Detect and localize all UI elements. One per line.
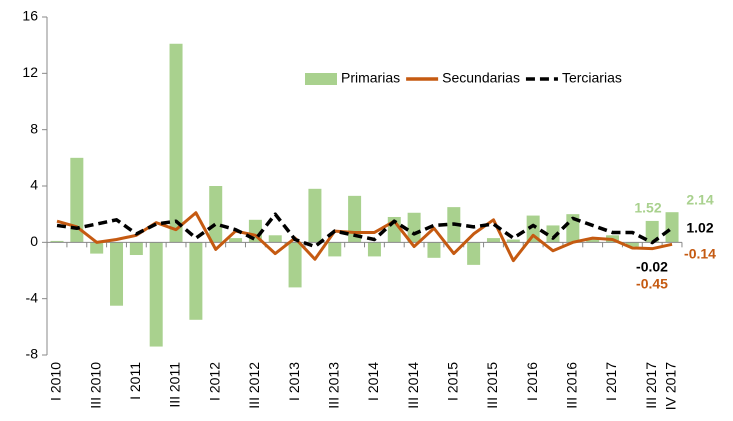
x-tick-label: III 2011 <box>167 362 183 408</box>
bar <box>70 157 84 243</box>
bar <box>110 242 124 306</box>
y-tick-label: -4 <box>26 289 39 305</box>
value-label: 1.52 <box>634 200 661 216</box>
legend-label: Terciarias <box>562 70 622 86</box>
bar <box>149 242 163 347</box>
bar <box>407 212 421 243</box>
x-tick-label: I 2011 <box>127 362 143 400</box>
bar <box>229 238 243 243</box>
value-label: -0.02 <box>636 259 668 275</box>
x-tick-label: III 2013 <box>325 362 341 409</box>
x-tick-label: III 2015 <box>484 362 500 409</box>
bar <box>586 238 600 243</box>
x-tick-label: I 2013 <box>286 362 302 401</box>
bar <box>486 238 500 243</box>
x-tick-label: I 2012 <box>206 362 222 401</box>
bar <box>467 242 481 265</box>
bar <box>268 235 282 243</box>
bar <box>665 212 679 243</box>
x-tick-label: III 2012 <box>246 362 262 409</box>
bar <box>546 225 560 243</box>
x-tick-label: I 2017 <box>603 362 619 401</box>
bar <box>526 215 540 243</box>
y-tick-label: -8 <box>26 346 39 362</box>
bar <box>308 188 322 243</box>
value-label: 2.14 <box>686 192 713 208</box>
y-tick-label: 8 <box>30 120 38 136</box>
x-tick-label: I 2015 <box>445 362 461 401</box>
bar <box>625 242 639 247</box>
y-tick-label: 12 <box>22 64 38 80</box>
bar <box>169 43 183 243</box>
bar <box>348 195 362 243</box>
bar <box>189 242 203 320</box>
y-tick-label: 4 <box>30 177 38 193</box>
y-tick-label: 16 <box>22 8 38 24</box>
x-tick-label: I 2010 <box>48 362 64 401</box>
bar <box>645 220 659 243</box>
legend-label: Primarias <box>341 70 400 86</box>
x-tick-label: III 2016 <box>564 362 580 409</box>
bar <box>209 186 223 243</box>
value-label: -0.14 <box>684 246 716 262</box>
x-tick-label: III 2014 <box>405 362 421 409</box>
bar <box>506 239 520 243</box>
bar <box>367 242 381 257</box>
legend-swatch <box>305 73 337 85</box>
bar <box>427 242 441 258</box>
x-tick-label: III 2010 <box>87 362 103 409</box>
bar <box>90 242 104 254</box>
bar <box>129 242 143 256</box>
x-tick-label: IV 2017 <box>663 362 679 410</box>
legend-label: Secundarias <box>442 70 520 86</box>
bar <box>50 240 64 243</box>
bar <box>288 242 302 288</box>
legend: Primarias Secundarias Terciarias <box>305 70 622 86</box>
line <box>56 211 673 263</box>
bar <box>328 242 342 257</box>
value-label: -0.45 <box>636 276 668 292</box>
x-tick-label: III 2017 <box>643 362 659 409</box>
x-tick-label: I 2014 <box>365 362 381 401</box>
x-tick-label: I 2016 <box>524 362 540 401</box>
value-label: 1.02 <box>686 220 713 236</box>
y-tick-label: 0 <box>30 233 38 249</box>
